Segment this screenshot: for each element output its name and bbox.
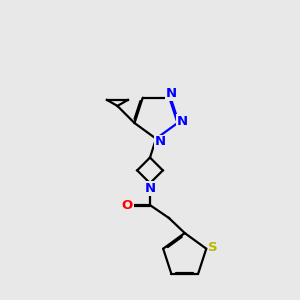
Text: O: O — [122, 199, 133, 212]
Text: N: N — [144, 182, 156, 195]
Text: S: S — [208, 241, 218, 254]
Text: N: N — [176, 115, 188, 128]
Text: N: N — [154, 135, 165, 148]
Text: N: N — [166, 87, 177, 101]
